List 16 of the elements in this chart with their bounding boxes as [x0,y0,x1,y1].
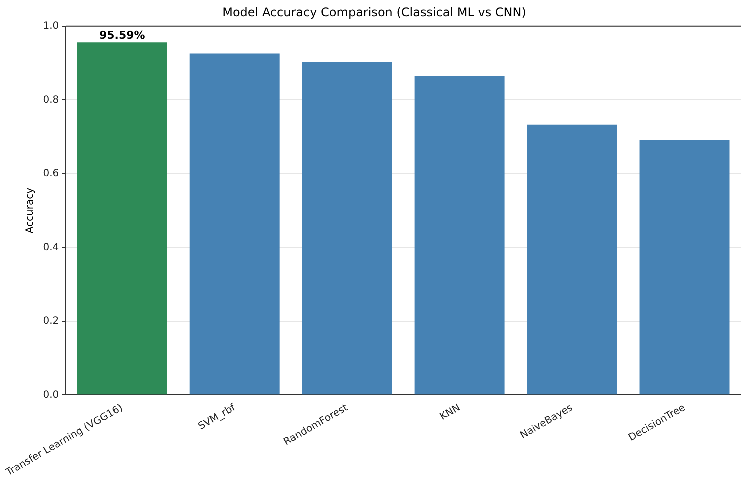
bar [640,140,730,395]
bar [302,62,392,395]
data-label: 95.59% [99,29,146,42]
bar [414,76,505,395]
y-tick-label: 0.6 [43,168,60,180]
bar [190,54,280,395]
y-tick-label: 0.0 [43,390,60,401]
bar [527,124,618,395]
y-axis-title: Accuracy [24,188,36,234]
y-tick-label: 0.4 [43,242,60,254]
chart-title: Model Accuracy Comparison (Classical ML vs CNN) [222,5,526,20]
x-tick-label: KNN [438,402,463,423]
bar [77,42,168,395]
y-tick-label: 0.2 [43,316,60,328]
y-tick-label: 0.8 [43,94,60,106]
y-tick-label: 1.0 [43,20,60,32]
